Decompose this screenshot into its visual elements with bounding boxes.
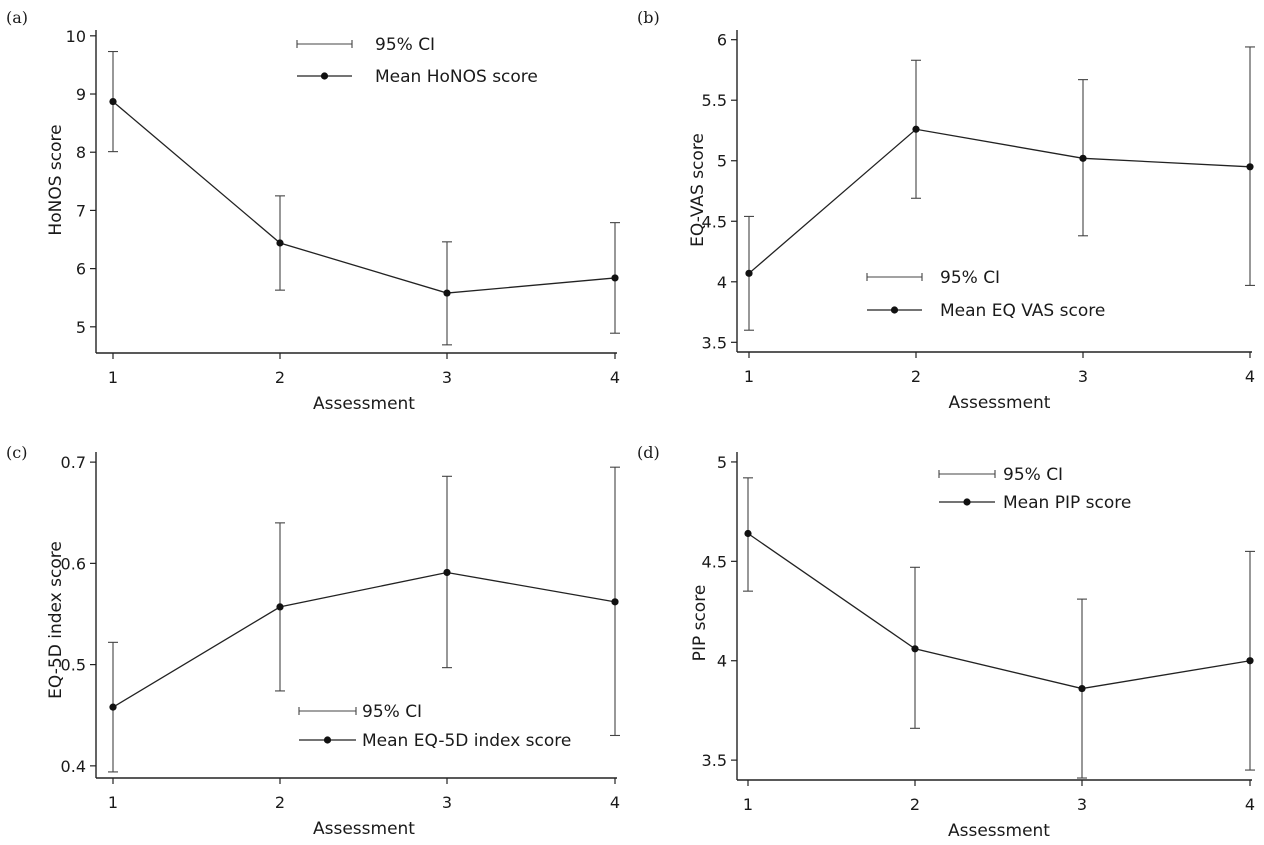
legend-mean-marker <box>963 498 971 506</box>
panel-label: (c) <box>6 443 27 462</box>
data-point <box>276 239 284 247</box>
panel-label: (b) <box>637 8 660 27</box>
y-tick-label: 5 <box>717 152 727 171</box>
x-tick-label: 2 <box>911 367 921 386</box>
panel-label: (d) <box>637 443 660 462</box>
y-tick-label: 5 <box>717 453 727 472</box>
series-line <box>112 101 616 294</box>
chart-panel-3: (c) 0.4 0.5 0.6 0.7 1 2 3 4 Assessment EQ-5D index… <box>6 443 620 839</box>
legend-mean-label: Mean EQ-5D index score <box>362 731 571 751</box>
x-tick-label: 1 <box>108 368 118 387</box>
x-tick-label: 4 <box>610 793 620 812</box>
chart-panel-1: (a) 5 6 7 8 9 10 1 2 3 4 Assessment HoNOS score 95% C… <box>6 8 620 414</box>
x-tick-label: 4 <box>1245 795 1255 814</box>
x-axis-title: Assessment <box>948 821 1050 841</box>
y-tick-label: 0.5 <box>61 656 86 675</box>
x-axis-title: Assessment <box>313 819 415 839</box>
data-point <box>1079 154 1087 162</box>
x-tick-label: 2 <box>275 368 285 387</box>
series-line <box>748 128 1251 274</box>
legend-mean-marker <box>323 736 332 744</box>
data-point <box>443 289 451 297</box>
data-point <box>109 97 117 106</box>
y-tick-label: 0.7 <box>61 453 86 472</box>
y-tick-label: 10 <box>66 27 86 46</box>
y-tick-label: 7 <box>76 201 86 220</box>
y-tick-label: 3.5 <box>702 751 727 770</box>
y-axis-title: EQ-VAS score <box>688 133 708 247</box>
y-axis-title: EQ-5D index score <box>46 541 66 699</box>
legend-ci-label: 95% CI <box>362 702 422 722</box>
data-point <box>611 598 619 606</box>
legend: 95% CI Mean EQ-5D index score <box>298 702 571 751</box>
y-tick-label: 0.4 <box>61 757 86 776</box>
data-point <box>1246 657 1254 665</box>
legend-mean-label: Mean EQ VAS score <box>940 301 1105 321</box>
y-axis-title: PIP score <box>690 585 710 662</box>
x-tick-label: 1 <box>108 793 118 812</box>
legend-mean-marker <box>320 72 329 80</box>
x-tick-label: 3 <box>1077 795 1087 814</box>
y-tick-label: 4.5 <box>702 212 727 231</box>
x-tick-label: 3 <box>442 368 452 387</box>
data-point <box>109 703 117 711</box>
x-tick-label: 2 <box>910 795 920 814</box>
legend: 95% CI Mean EQ VAS score <box>866 268 1105 321</box>
data-point <box>912 125 920 133</box>
y-tick-label: 6 <box>717 31 727 50</box>
data-point <box>1078 684 1086 693</box>
x-tick-label: 1 <box>744 367 754 386</box>
chart-panel-4: (d) 3.5 4 4.5 5 1 2 3 4 Assessment PIP score 95% CI… <box>637 443 1255 841</box>
data-point <box>744 529 752 538</box>
y-tick-label: 0.6 <box>61 554 86 573</box>
y-tick-label: 5 <box>76 318 86 337</box>
series-line <box>747 532 1251 690</box>
legend: 95% CI Mean PIP score <box>938 465 1131 513</box>
panel-label: (a) <box>6 8 28 27</box>
x-tick-label: 1 <box>743 795 753 814</box>
legend-mean-marker <box>890 306 899 314</box>
data-point <box>745 269 753 277</box>
legend-mean-label: Mean HoNOS score <box>375 67 538 87</box>
legend-mean-label: Mean PIP score <box>1003 493 1131 513</box>
x-tick-label: 3 <box>1078 367 1088 386</box>
x-tick-label: 4 <box>1245 367 1255 386</box>
data-point <box>443 568 451 577</box>
y-tick-label: 5.5 <box>702 91 727 110</box>
chart-panel-2: (b) 3.5 4 4.5 5 5.5 6 1 2 3 4 Assessment EQ-VAS scor… <box>637 8 1255 413</box>
y-tick-label: 6 <box>76 260 86 279</box>
y-tick-label: 3.5 <box>702 333 727 352</box>
y-axis-title: HoNOS score <box>46 124 66 235</box>
series-line <box>112 571 616 708</box>
y-tick-label: 8 <box>76 143 86 162</box>
data-point <box>1246 163 1254 171</box>
x-tick-label: 4 <box>610 368 620 387</box>
y-tick-label: 4 <box>717 273 727 292</box>
data-point <box>611 274 619 282</box>
legend-ci-label: 95% CI <box>1003 465 1063 485</box>
x-tick-label: 3 <box>442 793 452 812</box>
legend-ci-label: 95% CI <box>940 268 1000 288</box>
data-point <box>911 645 919 653</box>
legend: 95% CI Mean HoNOS score <box>296 35 538 87</box>
x-axis-title: Assessment <box>313 394 415 414</box>
y-tick-label: 4.5 <box>702 552 727 571</box>
x-tick-label: 2 <box>275 793 285 812</box>
legend-ci-label: 95% CI <box>375 35 435 55</box>
x-axis-title: Assessment <box>949 393 1051 413</box>
data-point <box>276 603 284 611</box>
y-tick-label: 4 <box>717 652 727 671</box>
y-tick-label: 9 <box>76 85 86 104</box>
